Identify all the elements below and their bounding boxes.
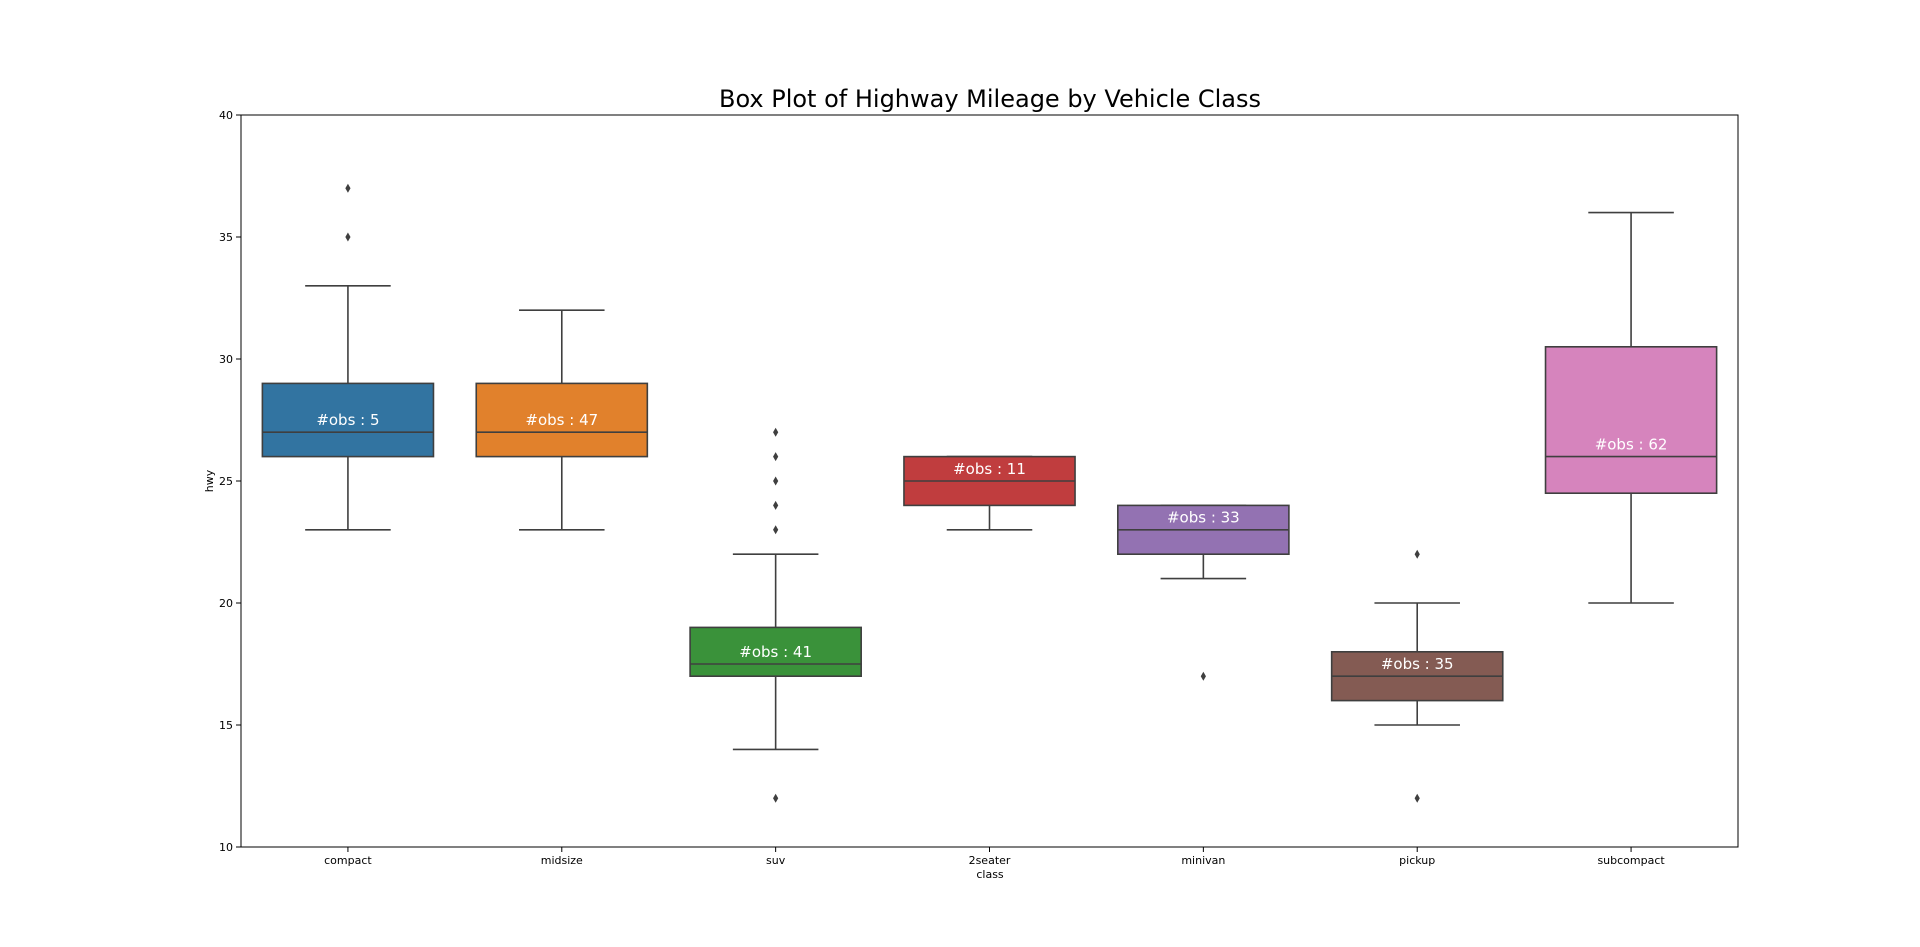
x-tick-label: subcompact xyxy=(1597,854,1665,867)
x-tick-label: suv xyxy=(766,854,786,867)
outlier-point xyxy=(773,793,779,803)
obs-annotation: #obs : 11 xyxy=(953,460,1026,478)
outlier-point xyxy=(773,476,779,486)
obs-annotation: #obs : 41 xyxy=(739,643,812,661)
box-pickup: #obs : 35 xyxy=(1330,549,1504,803)
y-tick-label: 20 xyxy=(219,597,233,610)
box-2seater: #obs : 11 xyxy=(903,455,1076,531)
y-tick-label: 25 xyxy=(219,475,233,488)
y-tick-label: 30 xyxy=(219,353,233,366)
obs-annotation: #obs : 33 xyxy=(1167,509,1240,527)
outlier-point xyxy=(773,452,779,462)
obs-annotation: #obs : 35 xyxy=(1381,655,1454,673)
outlier-point xyxy=(345,232,351,242)
x-tick-label: compact xyxy=(324,854,372,867)
obs-annotation: #obs : 62 xyxy=(1595,435,1668,453)
x-tick-label: pickup xyxy=(1399,854,1435,867)
x-tick-label: 2seater xyxy=(969,854,1011,867)
outlier-point xyxy=(345,183,351,193)
y-tick-label: 10 xyxy=(219,841,233,854)
y-tick-label: 15 xyxy=(219,719,233,732)
outlier-point xyxy=(1414,793,1420,803)
box-suv: #obs : 41 xyxy=(689,427,862,803)
box-subcompact: #obs : 62 xyxy=(1544,211,1718,604)
box-midsize: #obs : 47 xyxy=(475,309,649,531)
y-tick-label: 35 xyxy=(219,231,233,244)
chart-title: Box Plot of Highway Mileage by Vehicle C… xyxy=(719,85,1261,113)
box-body xyxy=(1544,345,1718,494)
plot-area: #obs : 5 #obs : 47 #obs : 41 #obs : 11 #obs … xyxy=(261,183,1718,803)
box-minivan: #obs : 33 xyxy=(1117,504,1290,681)
box-body xyxy=(261,382,435,458)
obs-annotation: #obs : 47 xyxy=(525,411,598,429)
box-body xyxy=(475,382,649,458)
outlier-point xyxy=(773,500,779,510)
x-tick-label: midsize xyxy=(541,854,583,867)
axes: 10 15 20 25 30 35 40 compact midsize suv 2seater mi… xyxy=(219,109,1739,867)
y-axis-label: hwy xyxy=(203,469,216,492)
x-axis-label: class xyxy=(976,868,1004,881)
x-tick-label: minivan xyxy=(1181,854,1225,867)
outlier-point xyxy=(1200,671,1206,681)
outlier-point xyxy=(773,525,779,535)
y-tick-label: 40 xyxy=(219,109,233,122)
outlier-point xyxy=(1414,549,1420,559)
box-body xyxy=(689,626,862,678)
outlier-point xyxy=(773,427,779,437)
obs-annotation: #obs : 5 xyxy=(316,411,379,429)
box-compact: #obs : 5 xyxy=(261,183,435,531)
